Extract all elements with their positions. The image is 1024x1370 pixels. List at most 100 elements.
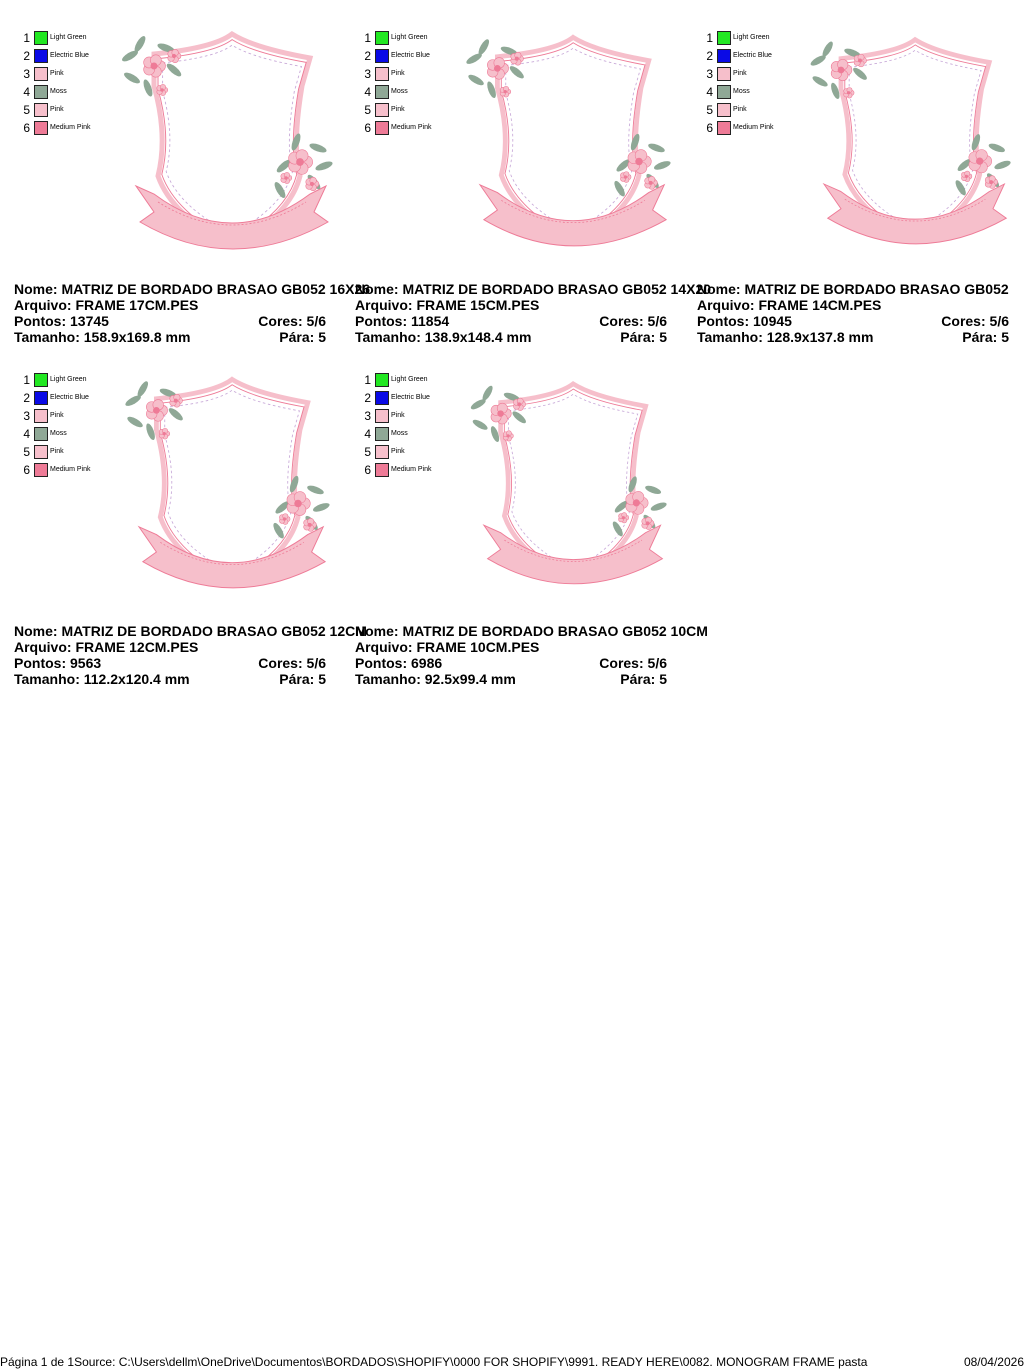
color-swatch: [717, 67, 731, 81]
para-label: Pára:: [279, 671, 315, 687]
color-swatch: [34, 373, 48, 387]
flower-center: [846, 91, 851, 95]
color-swatch: [375, 373, 389, 387]
palette-number: 4: [364, 85, 371, 99]
color-swatch: [375, 445, 389, 459]
color-count: 5/6: [989, 313, 1009, 329]
file-name: FRAME 12CM.PES: [75, 639, 199, 655]
palette-color-name: Moss: [391, 430, 408, 437]
flower-center: [294, 499, 302, 508]
stitch-count: 6986: [411, 655, 443, 671]
cores-label: Cores:: [599, 313, 644, 329]
crest-group: [466, 34, 671, 247]
palette-color-name: Medium Pink: [50, 124, 91, 131]
leaf: [614, 500, 629, 513]
leaf: [134, 36, 146, 52]
leaf: [275, 501, 290, 514]
shield-inner-line: [157, 39, 307, 242]
palette-number: 5: [23, 103, 30, 117]
ribbon-banner: [478, 183, 668, 247]
para-label: Pára:: [620, 671, 656, 687]
crest-group: [470, 380, 667, 585]
color-swatch: [717, 85, 731, 99]
flower-center: [517, 402, 522, 407]
leaf: [812, 76, 828, 87]
para-label: Pára:: [620, 329, 656, 345]
stitch-count: 11854: [411, 313, 450, 329]
color-count: 5/6: [647, 313, 667, 329]
flower-center: [162, 431, 166, 436]
shield-outer: [153, 376, 311, 588]
shield-outer: [498, 380, 649, 584]
leaf: [630, 133, 640, 151]
leaf: [478, 39, 490, 55]
pontos-line: Pontos: 9563 Cores: 5/6: [14, 655, 326, 671]
palette-color-name: Pink: [391, 412, 405, 419]
nome-label: Nome:: [14, 281, 58, 297]
shield-inner-line: [503, 388, 643, 577]
crest-group: [810, 36, 1011, 245]
shield-outer: [494, 34, 652, 246]
flower-center: [171, 53, 177, 59]
palette-number: 4: [23, 427, 30, 441]
shield-outer: [838, 36, 993, 244]
pontos-line: Pontos: 13745 Cores: 5/6: [14, 313, 326, 329]
leaf: [274, 182, 286, 198]
cores-field: Cores: 5/6: [258, 655, 326, 671]
color-swatch: [717, 103, 731, 117]
palette-number: 2: [364, 391, 371, 405]
flower-center: [153, 407, 160, 414]
pontos-label: Pontos:: [14, 313, 67, 329]
flower-center: [309, 181, 315, 187]
ribbon-banner: [482, 524, 664, 585]
ribbon-stitch: [501, 199, 646, 223]
pontos-label: Pontos:: [355, 313, 408, 329]
palette-number: 3: [23, 67, 30, 81]
color-swatch: [34, 427, 48, 441]
tamanho-line: Tamanho: 128.9x137.8 mm Pára: 5: [697, 329, 1009, 345]
flower-center: [282, 517, 287, 521]
color-swatch: [717, 31, 731, 45]
leaf: [648, 143, 665, 153]
leaf: [289, 475, 299, 493]
flower-center: [858, 58, 862, 63]
arquivo-label: Arquivo:: [697, 297, 755, 313]
palette-number: 6: [364, 463, 371, 477]
leaf: [468, 74, 484, 86]
palette-number: 1: [23, 373, 30, 387]
leaf: [273, 522, 284, 539]
palette-number: 5: [364, 445, 371, 459]
ribbon-stitch: [844, 198, 986, 222]
palette-number: 2: [23, 49, 30, 63]
crest-svg: [122, 30, 333, 250]
color-swatch: [34, 49, 48, 63]
flower-center: [514, 56, 519, 61]
color-swatch: [34, 409, 48, 423]
palette-color-name: Medium Pink: [391, 466, 432, 473]
tamanho-line: Tamanho: 112.2x120.4 mm Pára: 5: [14, 671, 326, 687]
nome-label: Nome:: [355, 281, 399, 297]
color-swatch: [375, 31, 389, 45]
leaf: [831, 82, 840, 100]
leaf: [822, 41, 833, 57]
palette-number: 1: [23, 31, 30, 45]
palette-number: 6: [364, 121, 371, 135]
flower-center: [284, 176, 288, 180]
leaf: [628, 476, 637, 493]
cores-field: Cores: 5/6: [258, 313, 326, 329]
ribbon-banner: [137, 525, 327, 589]
leaf: [315, 161, 333, 171]
stop-count: 5: [659, 671, 667, 687]
flower-center: [296, 158, 304, 166]
color-swatch: [375, 121, 389, 135]
leaf: [503, 392, 520, 401]
tamanho-label: Tamanho:: [355, 329, 421, 345]
stop-count: 5: [1001, 329, 1009, 345]
palette-number: 3: [706, 67, 713, 81]
leaf: [810, 55, 826, 66]
palette-color-name: Light Green: [391, 376, 428, 383]
color-swatch: [34, 85, 48, 99]
flower-center: [632, 499, 640, 507]
flower-center: [645, 521, 650, 526]
nome-line: Nome: MATRIZ DE BORDADO BRASAO GB052 10C…: [355, 623, 708, 639]
